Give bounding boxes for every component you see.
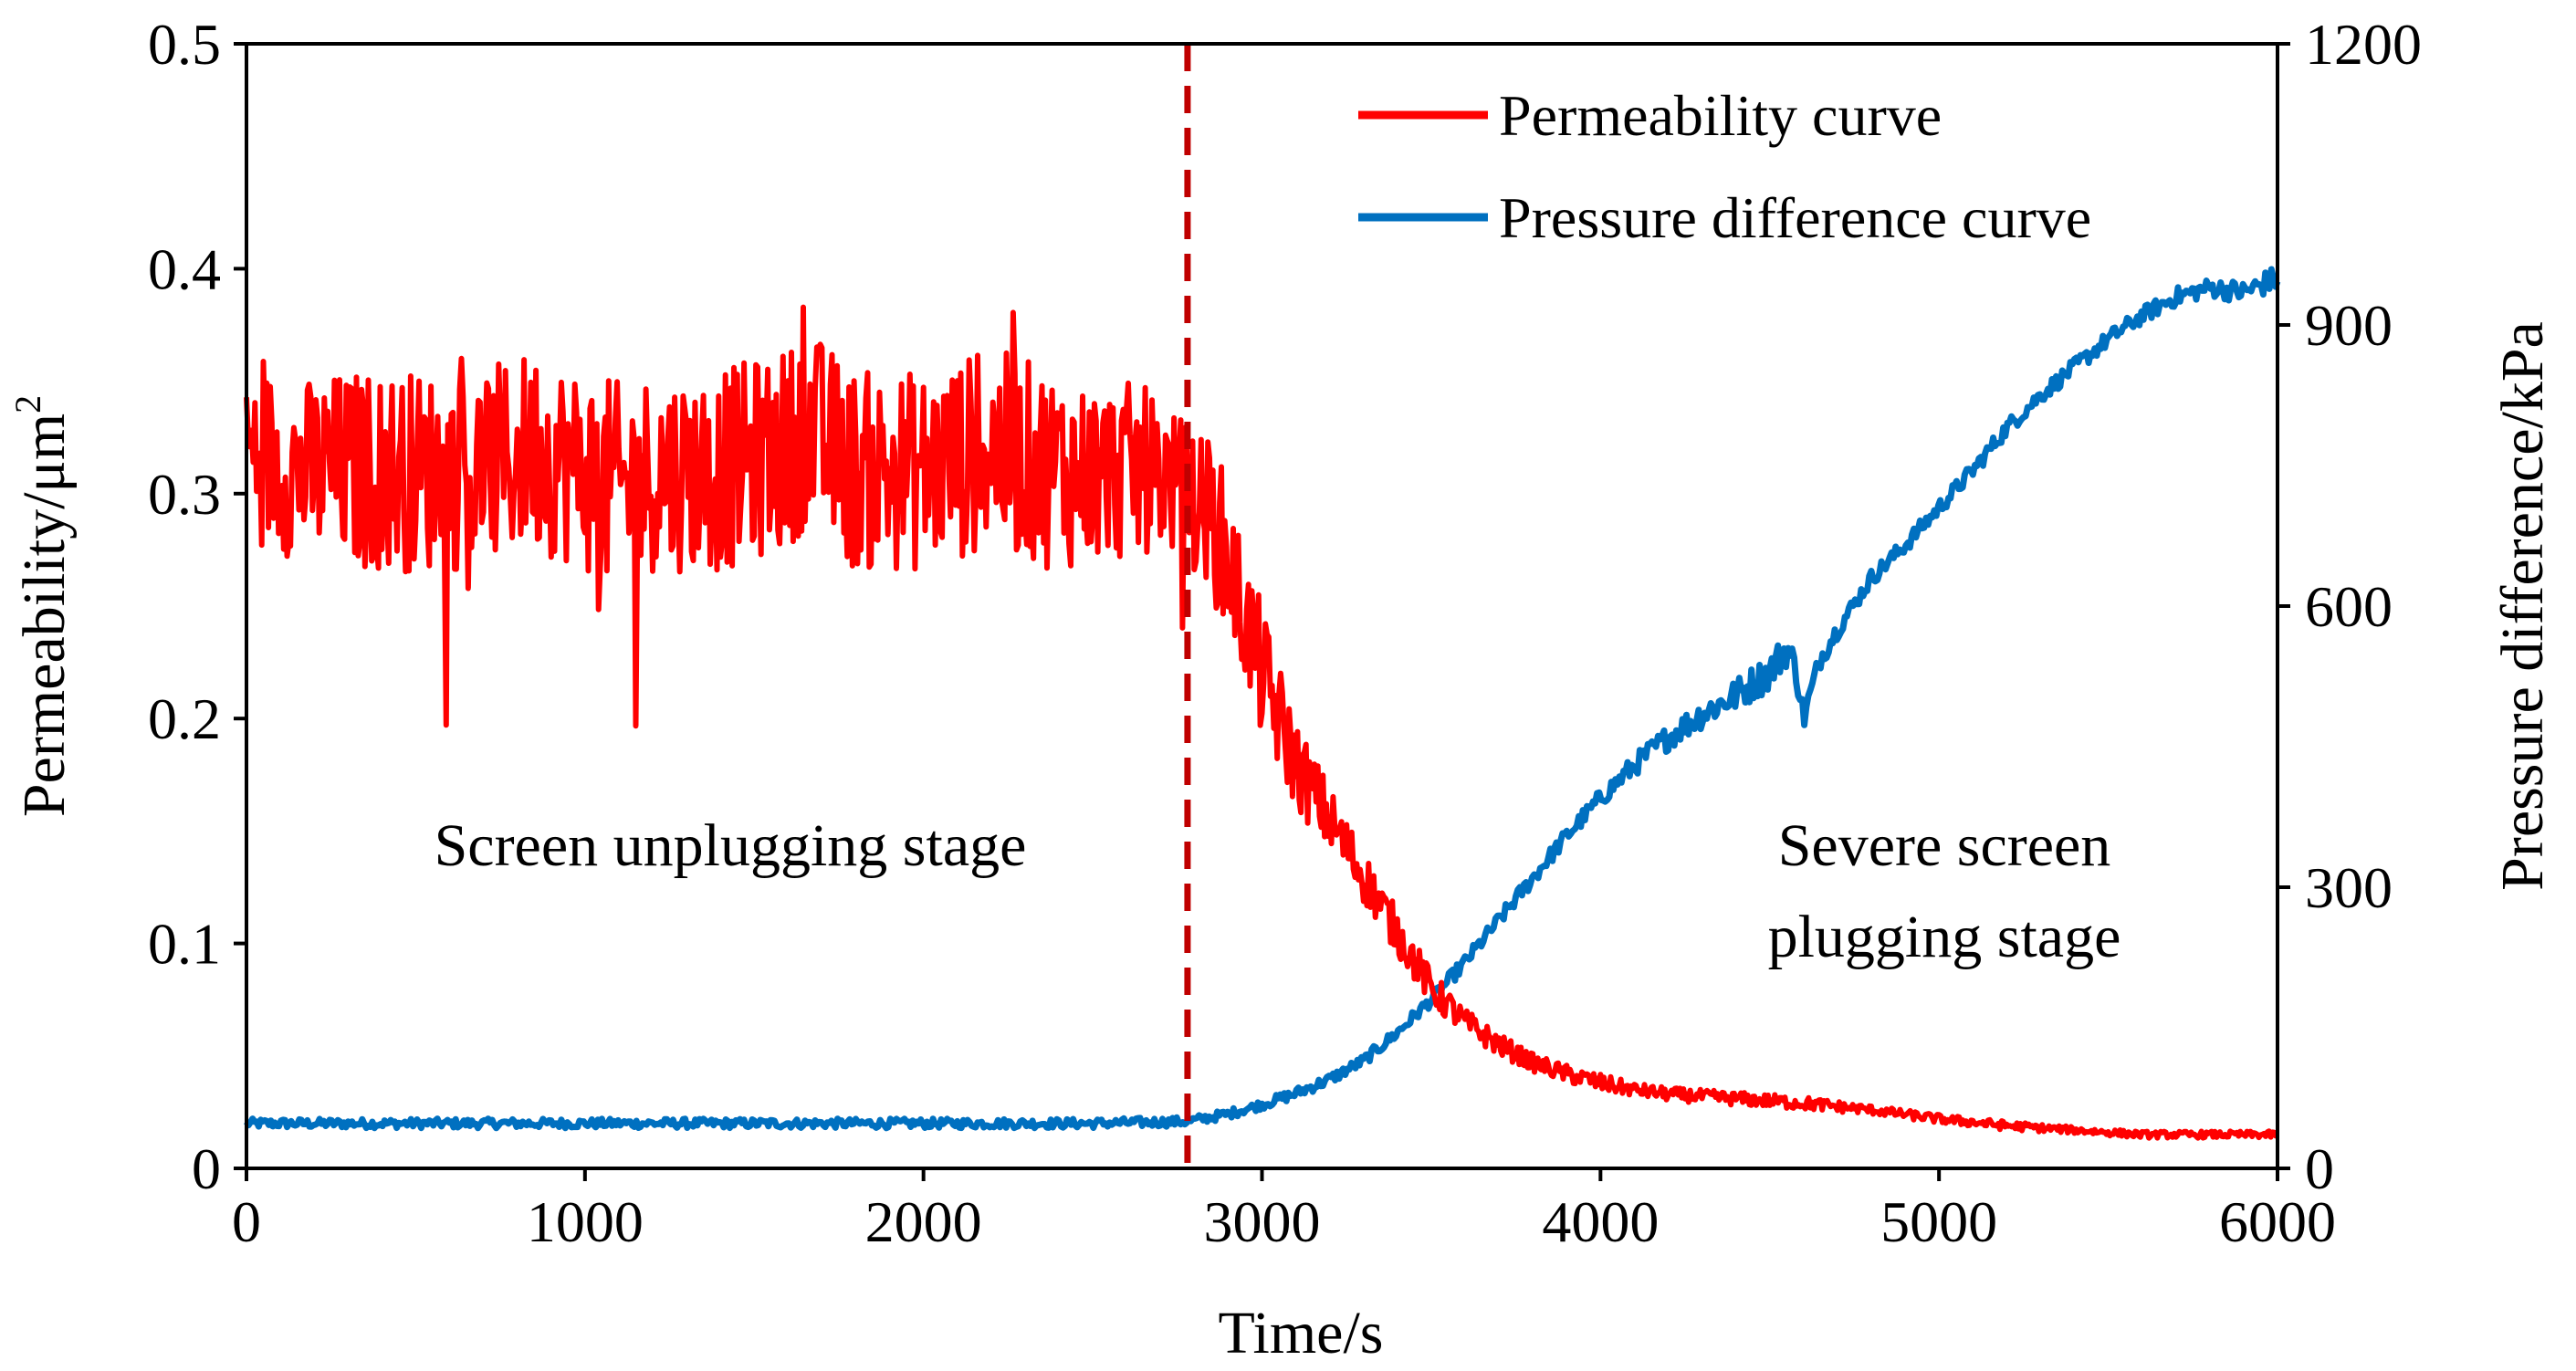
pressure-difference-curve-line (244, 266, 2281, 1132)
x-axis-ticks: 0 1000 2000 3000 4000 5000 6000 (232, 1168, 2336, 1254)
annotation-severe-plugging-line1: Severe screen (1778, 812, 2111, 879)
x-tick-label: 6000 (2219, 1189, 2336, 1254)
x-axis-title: Time/s (1219, 1300, 1384, 1366)
right-y-tick-label: 0 (2305, 1136, 2334, 1201)
annotation-severe-plugging-line2: plugging stage (1768, 904, 2121, 970)
series-layer (244, 266, 2281, 1141)
legend-label-pressure: Pressure difference curve (1499, 185, 2091, 250)
x-tick-label: 0 (232, 1189, 261, 1254)
right-y-axis-title: Pressure difference/kPa (2489, 321, 2556, 891)
legend: Permeability curve Pressure difference c… (1358, 83, 2091, 250)
left-y-tick-label: 0 (192, 1136, 221, 1201)
left-y-axis-title: Permeability/μm2 (7, 395, 78, 817)
x-tick-label: 3000 (1204, 1189, 1321, 1254)
left-y-axis-title-sup: 2 (7, 395, 48, 413)
left-y-tick-label: 0.2 (148, 686, 221, 751)
annotation-unplugging-stage: Screen unplugging stage (435, 812, 1027, 879)
right-y-tick-label: 300 (2305, 855, 2393, 920)
permeability-curve-line (244, 304, 2279, 1141)
x-tick-label: 5000 (1880, 1189, 1997, 1254)
x-tick-label: 2000 (865, 1189, 982, 1254)
left-y-axis-title-main: Permeability/μm (11, 413, 78, 817)
left-y-tick-label: 0.5 (148, 12, 221, 77)
left-y-tick-label: 0.4 (148, 236, 221, 301)
left-y-tick-label: 0.1 (148, 912, 221, 977)
x-tick-label: 1000 (527, 1189, 644, 1254)
right-y-axis-ticks: 0 300 600 900 1200 (2278, 12, 2422, 1201)
right-y-tick-label: 600 (2305, 574, 2393, 639)
left-y-tick-label: 0.3 (148, 462, 221, 527)
x-tick-label: 4000 (1542, 1189, 1659, 1254)
left-y-axis-ticks: 0 0.1 0.2 0.3 0.4 0.5 (148, 12, 246, 1201)
legend-label-permeability: Permeability curve (1499, 83, 1942, 148)
right-y-tick-label: 900 (2305, 293, 2393, 358)
right-y-tick-label: 1200 (2305, 12, 2422, 77)
